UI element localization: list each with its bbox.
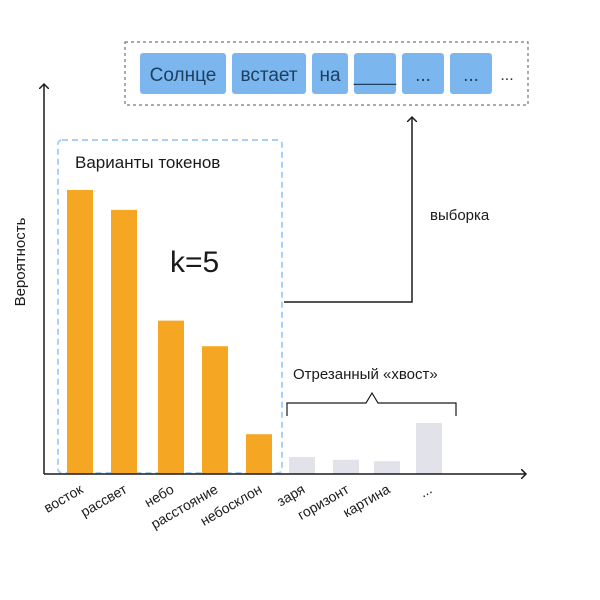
token-box <box>140 53 226 94</box>
token-text: встает <box>240 65 297 86</box>
sampling-arrow <box>284 117 412 303</box>
sampling-label: выборка <box>430 207 490 224</box>
token-text: ... <box>463 65 479 86</box>
token-sequence-frame <box>124 41 529 106</box>
token-box <box>312 53 348 94</box>
selected-bar <box>202 346 228 474</box>
y-axis-label: Вероятность <box>12 217 29 306</box>
category-label: картина <box>340 481 393 521</box>
tail-brace <box>286 391 457 416</box>
token-box <box>232 53 306 94</box>
category-label: горизонт <box>295 480 352 522</box>
bars <box>67 190 442 474</box>
k-value-label: k=5 <box>170 246 219 279</box>
token-box <box>402 53 444 94</box>
candidates-label: Варианты токенов <box>75 153 220 172</box>
tail-bar <box>333 459 359 474</box>
tail-bar <box>416 422 442 474</box>
tail-bar <box>289 456 315 474</box>
token-text: ... <box>415 65 431 86</box>
selected-bar <box>111 209 137 474</box>
selected-bar <box>246 434 272 474</box>
category-label: рассвет <box>78 480 130 519</box>
token-text: на <box>319 65 340 86</box>
token-sequence: Солнце встает на ____...... <box>140 53 492 94</box>
token-box <box>450 53 492 94</box>
selected-bar <box>67 190 93 474</box>
token-text: Солнце <box>150 65 217 86</box>
sequence-ellipsis: ... <box>500 67 513 84</box>
selected-bar <box>158 320 184 474</box>
category-label: ... <box>416 481 434 501</box>
tail-label: Отрезанный «хвост» <box>293 366 438 383</box>
token-text: ____ <box>353 65 397 86</box>
tail-bar <box>374 461 400 474</box>
token-box <box>354 53 396 94</box>
